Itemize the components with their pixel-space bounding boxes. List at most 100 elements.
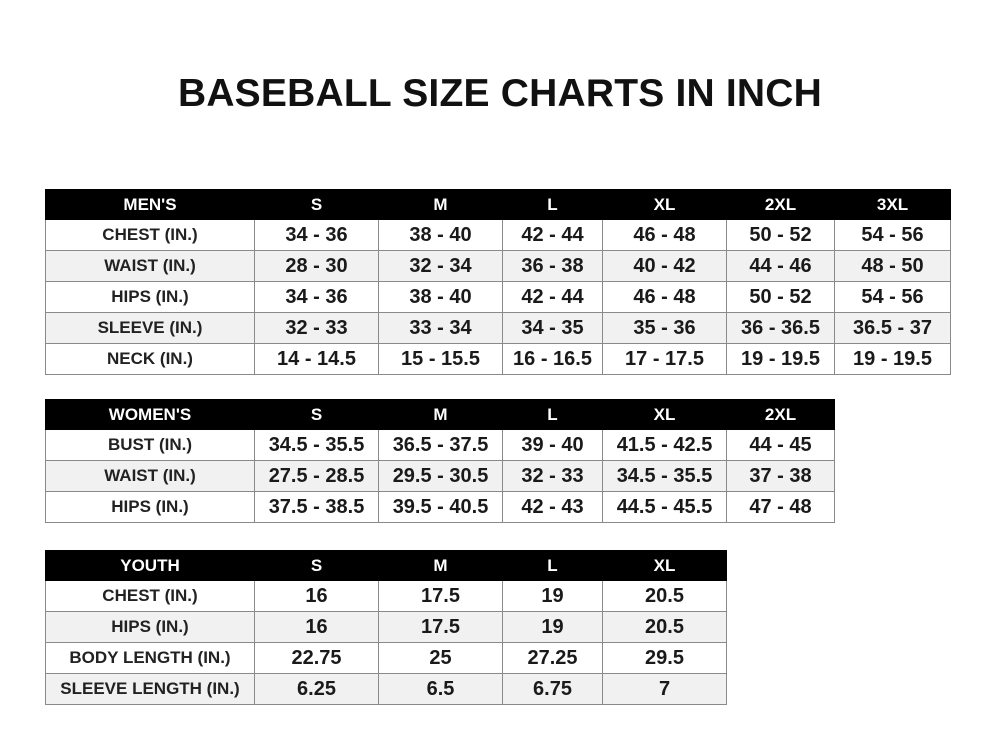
size-value: 34.5 - 35.5: [602, 460, 727, 492]
table-row: CHEST (IN.) 34 - 36 38 - 40 42 - 44 46 - 48 5…: [45, 219, 951, 251]
size-value: 44 - 46: [726, 250, 835, 282]
size-value: 14 - 14.5: [254, 343, 379, 375]
size-header: XL: [602, 399, 727, 430]
size-value: 54 - 56: [834, 281, 951, 313]
measurement-label: SLEEVE LENGTH (IN.): [45, 673, 255, 705]
size-value: 37.5 - 38.5: [254, 491, 379, 523]
size-value: 36.5 - 37.5: [378, 429, 503, 461]
size-value: 16: [254, 580, 379, 612]
size-value: 29.5 - 30.5: [378, 460, 503, 492]
size-value: 15 - 15.5: [378, 343, 503, 375]
table-row: HIPS (IN.) 37.5 - 38.5 39.5 - 40.5 42 - 43 4…: [45, 491, 835, 523]
size-value: 28 - 30: [254, 250, 379, 282]
size-value: 39 - 40: [502, 429, 603, 461]
size-value: 19: [502, 580, 603, 612]
size-value: 7: [602, 673, 727, 705]
size-header: L: [502, 399, 603, 430]
womens-size-table: WOMEN'S S M L XL 2XL BUST (IN.) 34.5 - 35.5 36.5…: [45, 399, 835, 523]
header-row: MEN'S S M L XL 2XL 3XL: [45, 189, 951, 220]
table-row: BODY LENGTH (IN.) 22.75 25 27.25 29.5: [45, 642, 727, 674]
size-value: 22.75: [254, 642, 379, 674]
table-row: SLEEVE LENGTH (IN.) 6.25 6.5 6.75 7: [45, 673, 727, 705]
page-title: BASEBALL SIZE CHARTS IN INCH: [177, 72, 823, 115]
size-value: 54 - 56: [834, 219, 951, 251]
size-value: 47 - 48: [726, 491, 835, 523]
measurement-label: HIPS (IN.): [45, 491, 255, 523]
category-header: MEN'S: [45, 189, 255, 220]
size-value: 17 - 17.5: [602, 343, 727, 375]
size-value: 32 - 34: [378, 250, 503, 282]
size-value: 17.5: [378, 580, 503, 612]
size-value: 19 - 19.5: [834, 343, 951, 375]
size-value: 39.5 - 40.5: [378, 491, 503, 523]
table-row: HIPS (IN.) 34 - 36 38 - 40 42 - 44 46 - 48 50…: [45, 281, 951, 313]
size-value: 20.5: [602, 611, 727, 643]
size-header: M: [378, 399, 503, 430]
size-header: L: [502, 189, 603, 220]
size-value: 17.5: [378, 611, 503, 643]
size-value: 50 - 52: [726, 281, 835, 313]
size-value: 46 - 48: [602, 281, 727, 313]
size-value: 44 - 45: [726, 429, 835, 461]
measurement-label: WAIST (IN.): [45, 250, 255, 282]
size-header: S: [254, 550, 379, 581]
table-row: NECK (IN.) 14 - 14.5 15 - 15.5 16 - 16.5 17 …: [45, 343, 951, 375]
size-value: 16 - 16.5: [502, 343, 603, 375]
mens-size-table: MEN'S S M L XL 2XL 3XL CHEST (IN.) 34 - 36 38 - 4…: [45, 189, 951, 375]
size-value: 19: [502, 611, 603, 643]
measurement-label: CHEST (IN.): [45, 219, 255, 251]
size-value: 16: [254, 611, 379, 643]
size-value: 20.5: [602, 580, 727, 612]
size-value: 36 - 38: [502, 250, 603, 282]
size-value: 36 - 36.5: [726, 312, 835, 344]
table-row: SLEEVE (IN.) 32 - 33 33 - 34 34 - 35 35 - 36…: [45, 312, 951, 344]
size-value: 34 - 35: [502, 312, 603, 344]
size-value: 33 - 34: [378, 312, 503, 344]
size-header: M: [378, 550, 503, 581]
size-value: 35 - 36: [602, 312, 727, 344]
size-value: 42 - 44: [502, 219, 603, 251]
size-header: 2XL: [726, 399, 835, 430]
size-value: 38 - 40: [378, 219, 503, 251]
size-header: 2XL: [726, 189, 835, 220]
size-value: 50 - 52: [726, 219, 835, 251]
measurement-label: BUST (IN.): [45, 429, 255, 461]
measurement-label: SLEEVE (IN.): [45, 312, 255, 344]
category-header: YOUTH: [45, 550, 255, 581]
size-value: 34 - 36: [254, 281, 379, 313]
size-value: 40 - 42: [602, 250, 727, 282]
size-header: L: [502, 550, 603, 581]
table-row: BUST (IN.) 34.5 - 35.5 36.5 - 37.5 39 - 40 4…: [45, 429, 835, 461]
size-value: 6.25: [254, 673, 379, 705]
measurement-label: HIPS (IN.): [45, 281, 255, 313]
size-header: S: [254, 189, 379, 220]
size-value: 19 - 19.5: [726, 343, 835, 375]
youth-size-table: YOUTH S M L XL CHEST (IN.) 16 17.5 19 20.5 HIPS (I…: [45, 550, 727, 705]
size-header: 3XL: [834, 189, 951, 220]
size-header: S: [254, 399, 379, 430]
size-value: 44.5 - 45.5: [602, 491, 727, 523]
size-value: 42 - 43: [502, 491, 603, 523]
table-row: WAIST (IN.) 27.5 - 28.5 29.5 - 30.5 32 - 33…: [45, 460, 835, 492]
size-header: M: [378, 189, 503, 220]
header-row: WOMEN'S S M L XL 2XL: [45, 399, 835, 430]
size-value: 32 - 33: [254, 312, 379, 344]
size-value: 48 - 50: [834, 250, 951, 282]
table-row: CHEST (IN.) 16 17.5 19 20.5: [45, 580, 727, 612]
size-value: 34 - 36: [254, 219, 379, 251]
size-value: 6.75: [502, 673, 603, 705]
size-value: 37 - 38: [726, 460, 835, 492]
size-value: 36.5 - 37: [834, 312, 951, 344]
measurement-label: BODY LENGTH (IN.): [45, 642, 255, 674]
size-value: 29.5: [602, 642, 727, 674]
measurement-label: CHEST (IN.): [45, 580, 255, 612]
header-row: YOUTH S M L XL: [45, 550, 727, 581]
size-header: XL: [602, 550, 727, 581]
size-header: XL: [602, 189, 727, 220]
measurement-label: WAIST (IN.): [45, 460, 255, 492]
size-value: 25: [378, 642, 503, 674]
category-header: WOMEN'S: [45, 399, 255, 430]
table-row: HIPS (IN.) 16 17.5 19 20.5: [45, 611, 727, 643]
size-value: 6.5: [378, 673, 503, 705]
size-value: 41.5 - 42.5: [602, 429, 727, 461]
